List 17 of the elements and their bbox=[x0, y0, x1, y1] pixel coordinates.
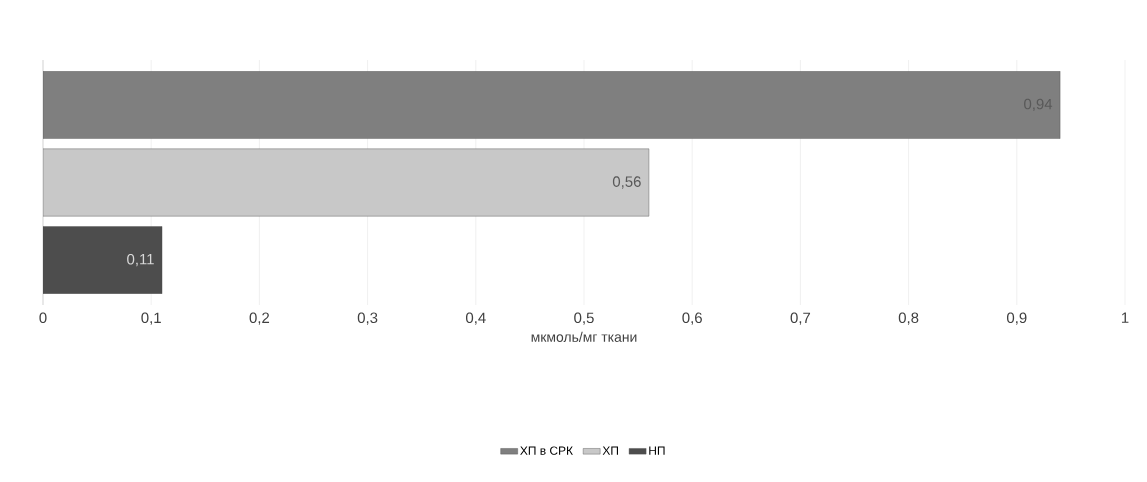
x-tick-label: 1 bbox=[1121, 312, 1129, 323]
x-axis-title: мкмоль/мг ткани bbox=[531, 331, 637, 342]
x-tick-label: 0,2 bbox=[249, 312, 270, 325]
legend-label: ХП в СРК bbox=[520, 446, 573, 455]
x-tick-label: 0,5 bbox=[574, 312, 594, 325]
legend-label: ХП bbox=[602, 446, 618, 455]
x-tick-label: 0,3 bbox=[357, 312, 378, 325]
x-tick-label: 0,4 bbox=[465, 312, 486, 325]
x-tick-label: 0,1 bbox=[141, 312, 161, 325]
data-label: 0,11 bbox=[127, 253, 154, 267]
data-label: 0,56 bbox=[612, 176, 641, 189]
x-tick-label: 0,6 bbox=[682, 312, 702, 325]
x-tick-label: 0 bbox=[39, 312, 47, 324]
x-tick-label: 0,7 bbox=[790, 312, 811, 325]
x-tick-label: 0,9 bbox=[1006, 312, 1027, 325]
legend-label: НП bbox=[649, 446, 665, 455]
x-tick-label: 0,8 bbox=[898, 312, 919, 325]
